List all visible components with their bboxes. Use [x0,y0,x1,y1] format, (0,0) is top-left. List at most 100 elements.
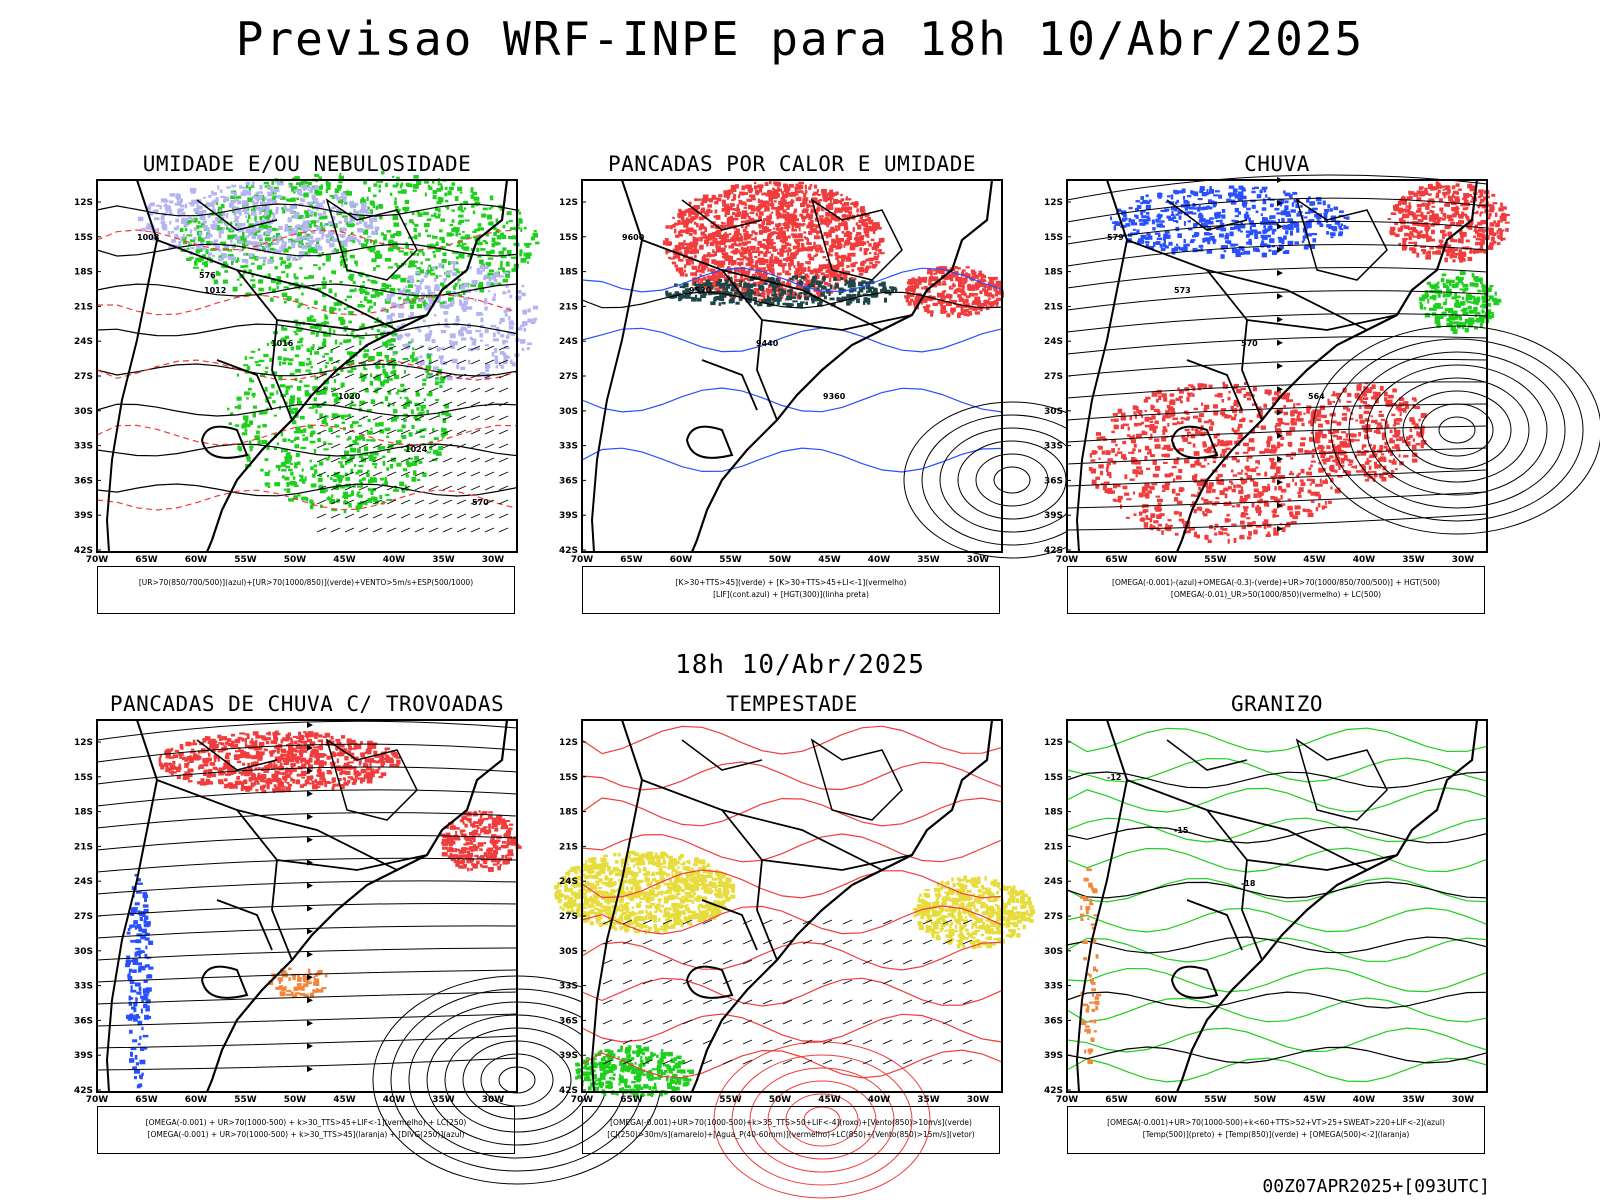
lat-tick-label: 27S [74,372,93,382]
lat-tick-label: 12S [74,198,93,208]
temp500-contour [1066,826,1488,844]
lon-tick-label: 60W [1155,555,1178,565]
legend-line: [K>30+TTS>45](verde) + [K>30+TTS>45+LI<-… [675,578,907,587]
pressure-contour [96,443,518,457]
lifted-index-contour [581,387,1003,413]
temp500-contour [1066,1046,1488,1064]
contour-labels: 9600 9520 9440 9360 [622,233,846,401]
panel-title: PANCADAS DE CHUVA C/ TROVOADAS [109,692,505,716]
precip-water-contour [581,941,1003,971]
lon-tick-label: 60W [1155,1095,1178,1105]
lon-tick-label: 65W [135,1095,158,1105]
pressure-contour [96,243,518,257]
thickness-contour [96,424,518,446]
lat-tick-label: 39S [74,1051,93,1061]
omega-red [1387,181,1510,263]
lat-tick-label: 27S [559,372,578,382]
lat-tick-label: 36S [559,1016,578,1026]
map-borders [105,719,509,1093]
temp500-contour [1066,991,1488,1009]
contour-labels: 1008 1012 1016 1020 1024 570 576 [137,233,489,507]
lat-tick-label: 33S [1044,442,1063,452]
pressure-contour [96,283,518,297]
lat-tick-label: 33S [74,982,93,992]
lon-tick-label: 55W [719,555,742,565]
map-panel-5: TEMPESTADE 12S 15S 18S 21S 24S 27S 30S 33S 36S 39S… [554,692,1036,1199]
lat-tick-label: 39S [559,1051,578,1061]
lat-tick-label: 42S [559,546,578,556]
lat-tick-label: 12S [74,738,93,748]
lon-tick-label: 40W [1353,555,1376,565]
lat-tick-label: 18S [1044,268,1063,278]
lat-tick-label: 21S [559,842,578,852]
lat-tick-label: 21S [1044,302,1063,312]
lon-tick-label: 65W [135,555,158,565]
precip-water-contour [581,905,1003,935]
contour-label: -12 [1107,773,1121,782]
map-borders [590,179,994,553]
lon-tick-label: 55W [1204,555,1227,565]
lon-tick-label: 30W [482,555,505,565]
lat-tick-label: 33S [1044,982,1063,992]
panel-title: PANCADAS POR CALOR E UMIDADE [607,152,976,176]
lat-tick-label: 18S [559,808,578,818]
precip-water-contour [581,761,1003,791]
temp850-contour [1066,967,1488,993]
contour-label: 576 [199,271,216,280]
humidity-mid-blue [380,261,539,381]
lon-tick-label: 60W [670,555,693,565]
height-contour [581,291,1003,309]
thunderstorm-red [158,730,401,794]
weather-map: 9600 9520 9440 9360 12S 15S 18S 21S 24S 27S 30S 33S… [559,179,1121,565]
lon-tick-label: 35W [917,555,940,565]
temp500-contour [1066,771,1488,789]
lat-tick-label: 15S [1044,233,1063,243]
omega-green [1419,270,1502,334]
jet-yellow [912,875,1036,950]
lat-tick-label: 36S [74,476,93,486]
lat-tick-label: 24S [74,337,93,347]
contour-label: 573 [1174,286,1191,295]
panel-title: CHUVA [1244,152,1310,176]
pressure-contour [96,203,518,217]
lat-tick-label: 24S [1044,337,1063,347]
legend-line: [OMEGA(-0.001) + UR>70(1000-500) + k>30_… [145,1118,467,1127]
lat-tick-label: 18S [74,808,93,818]
geopotential-low [1312,325,1600,535]
contour-label: -18 [1241,879,1256,888]
temp500-contour [1066,881,1488,899]
thickness-contour [97,294,518,316]
precip-water-ellipse [713,1041,931,1199]
temp850-contour [1066,1057,1488,1083]
legend-box: [OMEGA(-0.001)+UR>70(1000-500)+k<60+TTS>… [1067,1106,1485,1154]
weather-map: 1008 1012 1016 1020 1024 570 576 12S 15S 18S 21S 24… [74,170,540,565]
lat-tick-label: 27S [559,912,578,922]
omega500-orange [1079,868,1102,1065]
lat-tick-label: 39S [559,511,578,521]
contour-label: 9440 [756,339,779,348]
lat-tick-label: 39S [1044,511,1063,521]
lon-tick-label: 55W [1204,1095,1227,1105]
lat-tick-label: 39S [74,511,93,521]
lon-tick-label: 70W [571,555,594,565]
contour-label: 9520 [689,286,712,295]
lon-tick-label: 70W [1056,1095,1079,1105]
lon-tick-label: 35W [1402,1095,1425,1105]
temp850-contour [1066,817,1488,843]
lon-tick-label: 45W [333,555,356,565]
lon-tick-label: 50W [284,1095,307,1105]
map-panel-3: CHUVA 579 573 570 564 12S 15S 18S 21S 24S 27S 30S 33… [1044,152,1600,642]
storm-orange [268,967,328,998]
lon-tick-label: 60W [670,1095,693,1105]
lon-tick-label: 45W [333,1095,356,1105]
forecast-time-title: 18h 10/Abr/2025 [675,650,925,680]
lon-tick-label: 45W [818,555,841,565]
map-borders [105,179,509,553]
lat-tick-label: 24S [1044,877,1063,887]
